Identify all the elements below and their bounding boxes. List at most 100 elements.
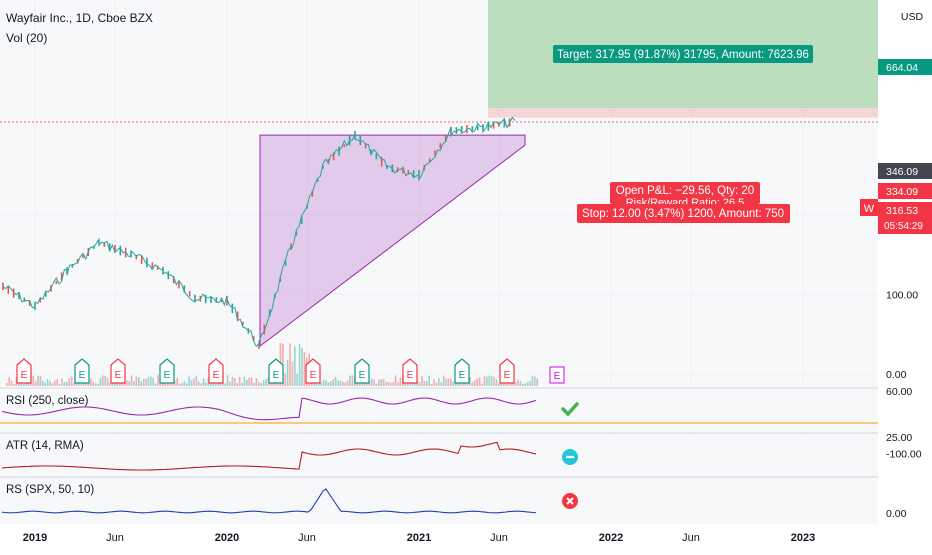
candle: [7, 285, 10, 294]
candle: [39, 298, 42, 303]
volume-bar: [289, 343, 291, 386]
volume-bar: [390, 382, 392, 386]
x-icon: [562, 493, 578, 509]
volume-bar: [397, 382, 399, 386]
indicator-pane-1[interactable]: RSI (250, close): [0, 387, 932, 432]
candle: [60, 272, 63, 281]
candle: [375, 153, 378, 160]
volume-bar: [18, 383, 20, 386]
volume-indicator-label[interactable]: Vol (20): [6, 31, 47, 45]
price-axis[interactable]: USD 800.00700.00600.00500.00200.00100.00…: [878, 0, 932, 530]
earnings-marker-5[interactable]: E: [208, 358, 224, 384]
candle: [108, 243, 111, 250]
earnings-marker-8[interactable]: E: [354, 358, 370, 384]
indicator-pane-2[interactable]: ATR (14, RMA): [0, 432, 932, 476]
earnings-marker-1[interactable]: E: [16, 358, 32, 384]
volume-bar: [73, 382, 75, 386]
earnings-marker-letter: E: [21, 370, 28, 381]
volume-bar: [58, 383, 61, 386]
indicator-line: [1, 397, 537, 421]
earnings-marker-letter: E: [407, 370, 414, 381]
indicator-label[interactable]: RS (SPX, 50, 10): [6, 484, 94, 496]
candle: [412, 170, 415, 177]
volume-bar: [426, 381, 428, 386]
time-axis[interactable]: 2019 Jun 2020 Jun 2021 Jun 2022 Jun 2023: [0, 524, 932, 550]
price-badge[interactable]: 346.09: [878, 163, 932, 179]
candle: [380, 156, 383, 167]
volume-bar: [104, 376, 106, 386]
volume-bar: [202, 378, 205, 386]
volume-bar: [241, 382, 243, 386]
earnings-w-marker[interactable]: W: [860, 199, 878, 216]
volume-bar: [342, 381, 344, 386]
indicator-label[interactable]: RSI (250, close): [6, 395, 89, 407]
indicator-panes: RSI (250, close) ATR (14, RMA) RS (SPX, 50…: [0, 387, 932, 524]
volume-bar: [440, 382, 442, 386]
candle: [183, 285, 186, 293]
volume-bar: [344, 382, 346, 386]
earnings-marker-2[interactable]: E: [74, 358, 90, 384]
time-label: Jun: [490, 532, 508, 544]
candle: [215, 297, 218, 303]
candle: [439, 143, 442, 149]
earnings-marker-11[interactable]: E: [499, 358, 515, 384]
candle: [460, 125, 463, 134]
earnings-marker-10[interactable]: E: [454, 358, 470, 384]
earnings-marker-9[interactable]: E: [402, 358, 418, 384]
upcoming-earnings-marker[interactable]: E: [549, 366, 565, 384]
stop-label[interactable]: Stop: 12.00 (3.47%) 1200, Amount: 750: [577, 204, 790, 223]
volume-bar: [195, 375, 198, 386]
volume-bar: [150, 376, 152, 386]
candle: [44, 292, 47, 297]
volume-bar: [80, 383, 82, 386]
indicator-label[interactable]: ATR (14, RMA): [6, 440, 84, 452]
candle: [18, 293, 20, 300]
volume-bar: [13, 383, 15, 386]
volume-bar: [224, 383, 226, 386]
volume-bar: [313, 381, 315, 386]
volume-bar: [536, 378, 538, 386]
volume-bar: [246, 379, 248, 386]
ascending-triangle-pattern[interactable]: [259, 134, 526, 348]
candle: [487, 121, 490, 131]
earnings-marker-shape: [268, 358, 284, 384]
volume-bar: [82, 381, 85, 386]
earnings-marker-6[interactable]: E: [268, 358, 284, 384]
candle: [428, 158, 431, 163]
volume-bar: [10, 380, 13, 386]
price-badge[interactable]: 664.04: [878, 59, 932, 75]
volume-bar: [181, 383, 183, 386]
earnings-marker-letter: E: [79, 370, 86, 381]
indicator-pane-3[interactable]: RS (SPX, 50, 10): [0, 476, 932, 524]
volume-bar: [39, 376, 42, 386]
stop-label-text: Stop: 12.00 (3.47%) 1200, Amount: 750: [582, 208, 784, 220]
volume-bar: [140, 380, 142, 386]
price-badge-text: 334.09: [886, 186, 918, 198]
price-badge[interactable]: 334.09: [878, 183, 932, 199]
volume-bar: [310, 382, 313, 386]
candle: [220, 298, 223, 303]
volume-bar: [253, 382, 255, 386]
volume-bar: [258, 382, 260, 386]
volume-bar: [486, 376, 488, 386]
target-label[interactable]: Target: 317.95 (91.87%) 31795, Amount: 7…: [553, 45, 813, 63]
volume-bar: [34, 381, 37, 386]
earnings-marker-3[interactable]: E: [110, 358, 126, 384]
price-badge-bg: [878, 59, 932, 75]
volume-bar: [183, 381, 186, 386]
earnings-marker-7[interactable]: E: [305, 358, 321, 384]
earnings-marker-shape: [208, 358, 224, 384]
w-marker-text: W: [864, 203, 875, 215]
price-badge-bg: [878, 183, 932, 199]
indicator-line: [1, 441, 537, 471]
symbol-title[interactable]: Wayfair Inc., 1D, Cboe BZX: [6, 11, 153, 25]
price-badge-bg: [878, 202, 932, 234]
price-badge[interactable]: 316.53 05:54:29: [878, 202, 932, 234]
earnings-marker-4[interactable]: E: [159, 358, 175, 384]
candle: [242, 321, 244, 326]
volume-bar: [238, 376, 241, 386]
loss-zone[interactable]: [488, 107, 878, 118]
upcoming-earnings-letter: E: [554, 371, 561, 382]
